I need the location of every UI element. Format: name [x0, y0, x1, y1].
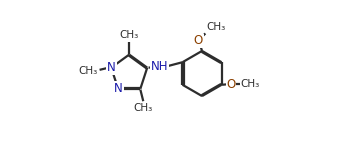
Text: N: N [107, 61, 116, 74]
Text: CH₃: CH₃ [134, 103, 153, 113]
Text: O: O [194, 34, 203, 47]
Text: O: O [226, 78, 236, 91]
Text: CH₃: CH₃ [241, 79, 260, 89]
Text: CH₃: CH₃ [79, 66, 98, 76]
Text: CH₃: CH₃ [206, 22, 225, 32]
Text: CH₃: CH₃ [120, 30, 139, 40]
Text: N: N [114, 82, 122, 95]
Text: NH: NH [151, 60, 168, 73]
